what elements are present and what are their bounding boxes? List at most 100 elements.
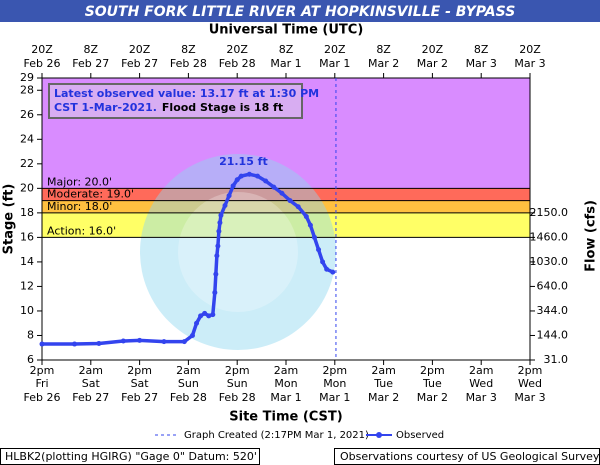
y2-tick-label: 144.0 [537,328,569,341]
y2-tick-label: 2150.0 [530,206,569,219]
data-point [202,310,208,316]
latest-box [48,83,303,119]
data-point [307,222,313,228]
data-point [216,228,222,234]
y2-tick-label: 344.0 [537,304,569,317]
y-tick-label: 26 [20,108,34,121]
x-tick-date: Mar 3 [514,391,545,404]
x2-tick-label: 20Z [129,43,151,56]
data-point [214,253,220,259]
latest-line1: Latest observed value: 13.17 ft at 1:30 … [54,87,319,100]
x2-tick-date: Mar 2 [417,57,448,70]
x-tick-date: Feb 28 [219,391,256,404]
data-point [120,338,126,344]
data-point [324,266,330,272]
y-tick-label: 6 [27,353,34,366]
logo [178,192,298,312]
latest-line2a: CST 1-Mar-2021. [54,101,157,114]
x-tick-day: Tue [373,377,393,390]
x-tick-day: Mon [323,377,346,390]
data-point [189,332,195,338]
y-tick-label: 18 [20,206,34,219]
logo [140,154,336,350]
x2-tick-date: Mar 1 [270,57,301,70]
x2-tick-label: 20Z [324,43,346,56]
x-tick-day: Sun [227,377,248,390]
x-tick-label: 2pm [225,364,250,377]
data-point [181,339,187,345]
x2-tick-date: Mar 3 [466,57,497,70]
x2-tick-date: Feb 28 [219,57,256,70]
x2-tick-date: Feb 27 [121,57,158,70]
data-point [222,203,228,209]
x-tick-date: Mar 3 [466,391,497,404]
x2-tick-date: Feb 28 [170,57,207,70]
flood-label: Moderate: 19.0' [47,188,134,201]
x-tick-label: 2am [176,364,200,377]
data-point [198,313,204,319]
data-point [194,320,200,326]
x2-tick-label: 8Z [474,43,489,56]
data-point [39,341,45,347]
x-tick-date: Feb 26 [24,391,61,404]
legend-dot [376,432,382,438]
x-tick-label: 2am [274,364,298,377]
data-point [263,178,269,184]
y-axis-title: Stage (ft) [2,184,17,255]
data-point [210,312,216,318]
data-point [279,190,285,196]
flood-band [42,200,530,213]
data-point [213,271,219,277]
data-point [218,212,224,218]
data-point [311,234,317,240]
data-point [295,204,301,210]
data-point [96,340,102,346]
x2-tick-label: 8Z [376,43,391,56]
x-tick-day: Fri [35,377,48,390]
y-tick-label: 10 [20,304,34,317]
y-tick-label: 20 [20,181,34,194]
data-point [161,339,167,345]
x2-tick-label: 20Z [422,43,444,56]
data-point [226,193,232,199]
x2-tick-label: 20Z [31,43,53,56]
legend-graph-created: Graph Created (2:17PM Mar 1, 2021) [184,430,369,441]
x-tick-day: Sat [82,377,101,390]
data-point [238,173,244,179]
x2-tick-date: Mar 2 [368,57,399,70]
data-point [215,243,221,249]
x-tick-label: 2am [79,364,103,377]
data-point [246,171,252,177]
x-tick-label: 2pm [30,364,55,377]
x2-tick-date: Mar 1 [319,57,350,70]
latest-line2: CST 1-Mar-2021. Flood Stage is 18 ft [54,101,283,114]
data-point [206,313,212,319]
latest-line2b: Flood Stage is 18 ft [162,101,283,114]
x2-tick-label: 8Z [181,43,196,56]
x-tick-day: Wed [518,377,542,390]
x-tick-day: Wed [469,377,493,390]
data-point [234,177,240,183]
x-tick-label: 2pm [127,364,152,377]
data-point [230,183,236,189]
flood-band [42,212,530,238]
x-tick-date: Mar 1 [319,391,350,404]
peak-label: 21.15 ft [219,155,268,168]
x-tick-label: 2am [469,364,493,377]
y2-tick-label: 31.0 [544,353,569,366]
title-bar [0,0,600,22]
footer-left: HLBK2(plotting HGIRG) "Gage 0" Datum: 52… [5,450,257,463]
x-tick-date: Mar 2 [417,391,448,404]
y-tick-label: 14 [20,255,34,268]
x-tick-date: Mar 1 [270,391,301,404]
y2-tick-label: 1460.0 [530,230,569,243]
x-tick-label: 2pm [518,364,543,377]
x-axis-title: Site Time (CST) [229,410,342,425]
y-tick-label: 28 [20,83,34,96]
chart-title: SOUTH FORK LITTLE RIVER AT HOPKINSVILLE … [85,4,516,20]
x-tick-date: Mar 2 [368,391,399,404]
x2-tick-date: Feb 26 [24,57,61,70]
y-tick-label: 8 [27,328,34,341]
y-tick-label: 24 [20,132,34,145]
